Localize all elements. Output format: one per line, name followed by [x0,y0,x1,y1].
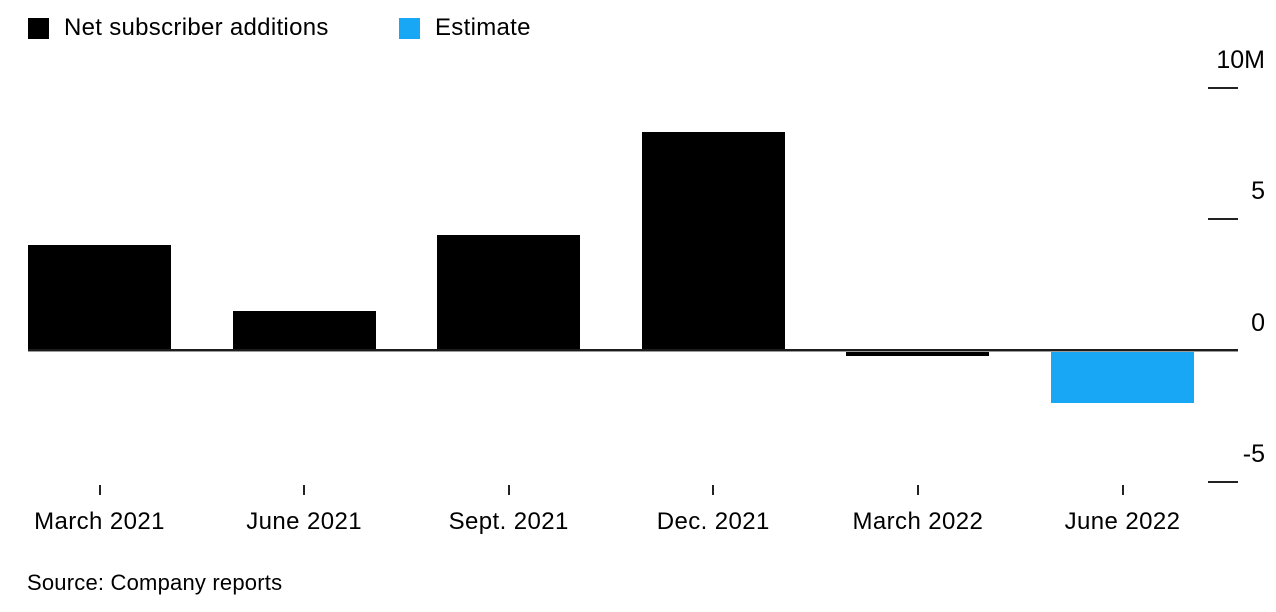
x-tick-june-2022 [1121,485,1124,495]
x-tick-label-dec-2021: Dec. 2021 [656,508,770,535]
legend-item-estimate: Estimate [399,13,531,43]
bar-june-2022-estimate [1051,350,1194,404]
legend-swatch-actual [28,17,49,39]
x-tick-label-sept-2021: Sept. 2021 [448,508,569,535]
x-tick-march-2021 [98,485,101,495]
y-tick-10M [1208,86,1238,89]
y-tick-label--5: -5 [1242,440,1265,468]
bar-march-2021 [28,245,171,351]
x-tick-sept-2021 [507,485,510,495]
x-tick-label-june-2022: June 2022 [1064,508,1181,535]
bar-march-2022 [846,350,990,356]
x-tick-label-june-2021: June 2021 [246,508,362,535]
x-tick-june-2021 [303,485,306,495]
legend-label-estimate: Estimate [435,14,531,41]
y-tick-label-0: 0 [1251,308,1265,337]
x-tick-label-march-2022: March 2022 [852,508,984,535]
x-tick-march-2022 [916,485,919,495]
x-tick-label-march-2021: March 2021 [34,508,165,535]
y-tick-label-5: 5 [1251,177,1265,205]
legend-label-actual: Net subscriber additions [64,14,329,41]
y-tick-label-10M: 10M [1216,45,1265,74]
x-tick-dec-2021 [712,485,715,495]
source-note: Source: Company reports [27,570,283,595]
legend-item-net-subscriber-additions: Net subscriber additions [28,13,329,43]
bar-sept-2021 [437,234,581,351]
bar-dec-2021 [641,132,785,351]
y-tick--5 [1208,481,1238,483]
bar-june-2021 [232,311,376,351]
zero-baseline [28,349,1238,352]
legend-swatch-estimate [399,17,420,39]
y-tick-5 [1208,218,1238,220]
